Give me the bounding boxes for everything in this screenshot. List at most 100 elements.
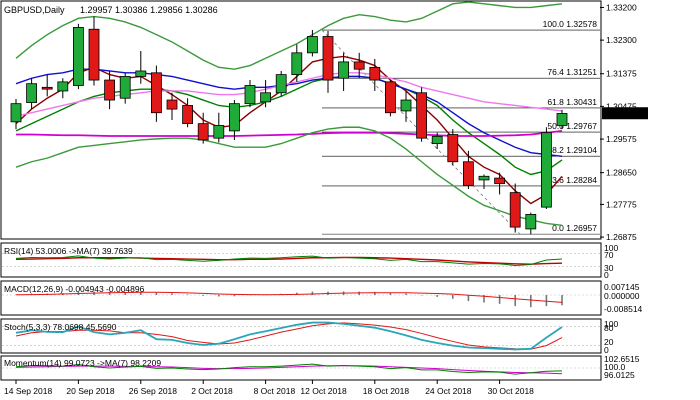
x-label-1: 20 Sep 2018	[66, 386, 114, 396]
current-price-box	[602, 107, 648, 120]
candle-body-11	[182, 105, 194, 125]
time-axis: 14 Sep 2018 20 Sep 2018 26 Sep 2018 2 Oct 2…	[4, 380, 534, 396]
candle-body-18	[291, 52, 303, 76]
candle-body-25	[400, 99, 412, 112]
candle-body-6	[104, 79, 115, 101]
price-label-3: 1.30475	[606, 101, 637, 111]
momentum-line	[15, 363, 563, 375]
x-label-3: 2 Oct 2018	[191, 386, 233, 396]
candle-body-21	[338, 61, 350, 79]
candle-body-17	[275, 74, 287, 94]
fib-label-3: 50.0 1.29767	[547, 121, 597, 131]
x-label-6: 18 Oct 2018	[363, 386, 410, 396]
overlay-line-3	[16, 129, 563, 137]
indicator-layer	[2, 253, 600, 375]
fib-label-6: 0.0 1.26957	[552, 223, 597, 233]
price-label-1: 1.32300	[606, 35, 637, 45]
momentum-ma-line	[15, 365, 563, 375]
current-price-label: 1.30286	[605, 108, 636, 118]
x-label-2: 26 Sep 2018	[129, 386, 177, 396]
candle-body-13	[213, 125, 225, 139]
overlay-line-6	[15, 126, 563, 226]
fib-label-1: 76.4 1.31251	[547, 67, 597, 77]
candle-body-7	[119, 76, 131, 99]
candle-body-22	[353, 61, 365, 70]
price-label-0: 1.33200	[606, 2, 637, 12]
x-label-8: 30 Oct 2018	[488, 386, 535, 396]
candle-body-15	[244, 85, 256, 105]
candle-body-10	[166, 99, 178, 110]
rsi-axis-100: 100	[604, 243, 618, 253]
price-label-7: 1.26875	[606, 232, 637, 242]
fib-label-2: 61.8 1.30431	[547, 97, 597, 107]
candle-body-2	[41, 86, 53, 90]
momentum-label: Momentum(14) 99.0723 ->MA(7) 98.2209	[4, 358, 161, 368]
candle-body-26	[416, 92, 428, 139]
stoch-axis-100: 100	[604, 319, 618, 329]
candle-body-34	[541, 132, 552, 208]
candle-body-14	[228, 103, 240, 132]
candle-body-29	[462, 161, 474, 186]
macd-axis-max: 0.007145	[604, 282, 640, 292]
candle-body-4	[73, 27, 84, 86]
candle-body-27	[431, 135, 443, 144]
candle-body-28	[447, 134, 459, 163]
candle-body-5	[88, 28, 100, 81]
candle-body-19	[306, 36, 318, 54]
macd-axis-zero: 0.000000	[604, 291, 640, 301]
rsi-line	[15, 255, 563, 266]
candle-body-23	[369, 66, 381, 81]
candle-body-24	[384, 81, 396, 114]
x-label-7: 24 Oct 2018	[425, 386, 472, 396]
candle-body-8	[135, 70, 147, 77]
stoch-axis-0: 0	[604, 345, 609, 355]
overlay-line-2	[15, 68, 563, 158]
candle-body-35	[556, 113, 568, 126]
momentum-panel-frame	[0, 355, 602, 381]
rsi-ma-line	[15, 256, 563, 265]
candle-body-32	[509, 192, 521, 228]
candle-body-3	[57, 81, 69, 92]
symbol-label: GBPUSD,Daily	[4, 5, 65, 15]
price-label-2: 1.31375	[606, 69, 637, 79]
candle-body-0	[10, 103, 22, 123]
rsi-axis-0: 0	[604, 270, 609, 280]
fibonacci-layer: 100.0 1.32578 76.4 1.31251 61.8 1.30431 50.…	[321, 19, 600, 235]
price-axis: 1.33200 1.32300 1.31375 1.30475 1.29575 1.286…	[600, 2, 648, 242]
momentum-axis-max: 102.6515	[604, 354, 640, 364]
candle-body-9	[150, 72, 162, 114]
candle-body-1	[26, 83, 38, 103]
candle-body-20	[322, 36, 334, 81]
x-label-5: 12 Oct 2018	[300, 386, 347, 396]
fib-diagonal	[321, 29, 521, 235]
stoch-axis-80: 80	[604, 323, 614, 333]
stoch-axis-20: 20	[604, 337, 614, 347]
stoch-label: Stoch(5,3,3) 78.0698 45.5690	[4, 322, 117, 332]
candle-body-31	[494, 177, 506, 184]
stoch-k-line	[15, 321, 563, 351]
price-label-4: 1.29575	[606, 134, 637, 144]
candle-body-12	[197, 123, 209, 141]
candles	[10, 16, 568, 235]
ohlc-values: 1.29957 1.30386 1.29856 1.30286	[80, 5, 218, 15]
candle-body-30	[478, 175, 490, 181]
candle-body-33	[525, 213, 537, 230]
price-label-5: 1.28650	[606, 168, 637, 178]
rsi-panel-frame	[0, 242, 602, 278]
stoch-d-line	[15, 322, 563, 350]
rsi-label: RSI(14) 53.0006 ->MA(7) 39.7639	[4, 246, 133, 256]
momentum-axis-mid: 100.0	[604, 362, 626, 372]
rsi-axis-30: 30	[604, 263, 614, 273]
candle-body-16	[260, 92, 272, 103]
macd-axis-min: -0.008514	[604, 304, 643, 314]
momentum-axis-min: 96.0125	[604, 370, 635, 380]
x-label-0: 14 Sep 2018	[4, 386, 52, 396]
price-label-6: 1.27775	[606, 199, 637, 209]
macd-label: MACD(12,26,9) -0.004943 -0.004896	[4, 284, 145, 294]
x-label-4: 8 Oct 2018	[254, 386, 296, 396]
fib-label-0: 100.0 1.32578	[543, 19, 598, 29]
fib-label-4: 38.2 1.29104	[547, 145, 597, 155]
macd-signal-line	[15, 291, 563, 303]
overlay-line-5	[15, 1, 563, 70]
